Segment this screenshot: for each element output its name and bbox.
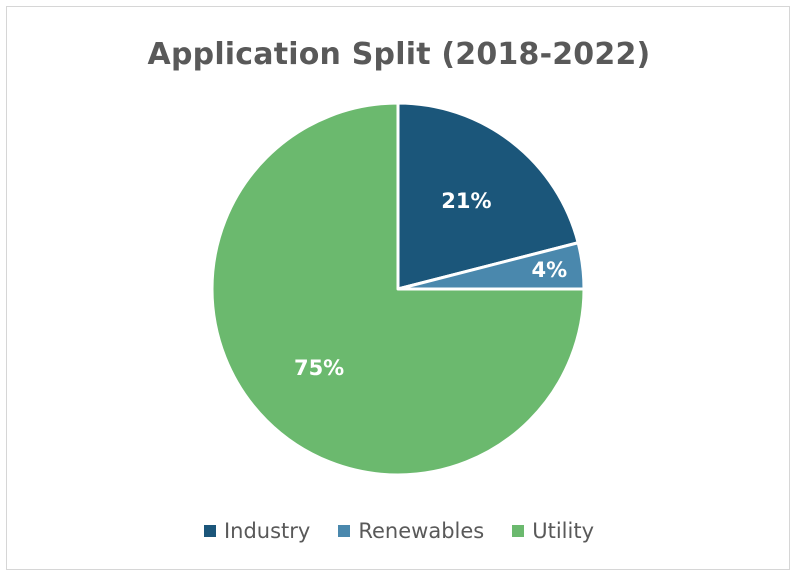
chart-area: Application Split (2018-2022) 21% 4% 75% I… bbox=[6, 6, 790, 570]
legend-swatch-utility bbox=[512, 525, 525, 537]
chart-title: Application Split (2018-2022) bbox=[147, 37, 651, 72]
pie-slice-utility bbox=[210, 101, 586, 477]
legend: Industry Renewables Utility bbox=[7, 519, 791, 543]
legend-label-industry: Industry bbox=[223, 519, 311, 543]
data-label-industry: 21% bbox=[441, 189, 491, 213]
pie-chart: 21% 4% 75% bbox=[210, 101, 586, 477]
legend-item-utility: Utility bbox=[512, 519, 594, 543]
legend-item-renewables: Renewables bbox=[338, 519, 484, 543]
legend-label-utility: Utility bbox=[532, 519, 595, 543]
legend-item-industry: Industry bbox=[203, 519, 311, 543]
legend-swatch-industry bbox=[203, 525, 216, 537]
legend-swatch-renewables bbox=[338, 525, 351, 537]
pie-slice-industry bbox=[396, 101, 580, 291]
legend-label-renewables: Renewables bbox=[358, 519, 485, 543]
data-label-utility: 75% bbox=[294, 356, 344, 380]
data-label-renewables: 4% bbox=[531, 258, 567, 282]
